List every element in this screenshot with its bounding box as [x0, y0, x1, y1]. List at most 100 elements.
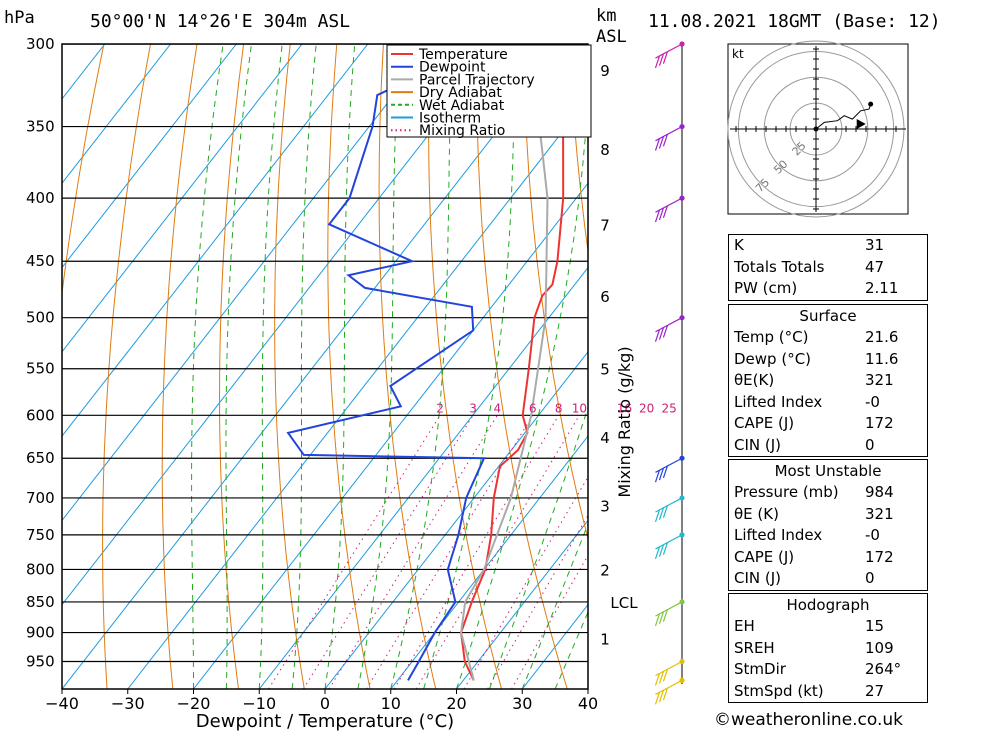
- pressure-tick-label: 300: [26, 35, 55, 53]
- hodograph-table: Hodograph EH 15 SREH 109 StmDir 264° StmSpd…: [728, 593, 928, 703]
- mu-row: Pressure (mb) 984: [734, 483, 894, 501]
- wind-barb-shaft: [655, 457, 683, 473]
- surface-row: CAPE (J) 172: [734, 414, 894, 432]
- wind-barb-shaft: [655, 679, 683, 695]
- legend-entry-label: Wet Adiabat: [419, 98, 505, 114]
- temperature-tick-label: 20: [446, 694, 466, 713]
- wind-barb-dot: [679, 195, 685, 201]
- isotherm-line: [62, 44, 566, 689]
- wet-adiabat-line: [191, 44, 224, 689]
- pressure-tick-label: 500: [26, 309, 55, 327]
- pressure-tick-label: 850: [26, 593, 55, 611]
- legend-entry-label: Isotherm: [419, 111, 481, 127]
- hodo-row: EH 15: [734, 617, 885, 635]
- surface-row: Dewp (°C) 11.6: [734, 349, 899, 368]
- mixing-ratio-value-label: 10: [572, 401, 587, 415]
- hodograph-origin: [813, 126, 819, 132]
- wind-barb-icon: [654, 497, 683, 523]
- height-km-tick-label: 1: [600, 630, 610, 648]
- dry-adiabat-line: [569, 44, 588, 255]
- pressure-tick-label: 600: [26, 406, 55, 424]
- mu-row: CIN (J) 0: [734, 569, 875, 587]
- hodograph-unit-label: kt: [732, 47, 744, 61]
- isotherm-line: [324, 351, 588, 689]
- mu-row: CAPE (J) 172: [734, 547, 894, 566]
- series-temperature-line: [460, 44, 565, 681]
- wind-barb-shaft: [655, 497, 683, 513]
- wind-barb-icon: [654, 679, 683, 705]
- wet-adiabat-line: [456, 91, 588, 689]
- wind-barb-feather: [654, 673, 661, 686]
- hodo-row: SREH 109: [734, 638, 894, 657]
- wind-barb-feather: [654, 692, 661, 705]
- index-row: PW (cm) 2.11: [734, 279, 899, 297]
- location-title: 50°00'N 14°26'E 304m ASL: [90, 11, 351, 32]
- hpa-unit-label: hPa: [4, 8, 35, 28]
- mixing-ratio-line: [511, 554, 588, 689]
- wind-barb-feather: [654, 138, 661, 151]
- height-km-tick-label: 7: [600, 216, 610, 234]
- surface-table: Surface Temp (°C) 21.6 Dewp (°C) 11.6 θE(K…: [728, 304, 928, 457]
- wet-adiabat-line: [521, 522, 588, 689]
- wind-barb-feather: [654, 546, 661, 560]
- dry-adiabat-line: [989, 44, 1000, 689]
- height-km-tick-label: 9: [600, 62, 610, 80]
- isotherm-line: [127, 98, 588, 689]
- height-km-tick-label: 2: [600, 561, 610, 579]
- wind-barb-icon: [654, 457, 683, 483]
- wind-barb-feather: [658, 507, 665, 520]
- wind-barb-icon: [654, 601, 683, 627]
- mixing-ratio-value-label: 3: [469, 401, 477, 415]
- wind-barb-feather: [658, 544, 665, 557]
- wind-barb-icon: [654, 43, 683, 69]
- copyright-link[interactable]: ©weatheronline.co.uk: [714, 710, 904, 730]
- wind-barb-feather: [654, 509, 661, 523]
- legend-entry-label: Dry Adiabat: [419, 85, 502, 101]
- isotherm-line: [62, 44, 369, 437]
- temperature-tick-label: 0: [320, 694, 330, 713]
- height-km-tick-label: 6: [600, 288, 610, 306]
- wind-barb-feather: [662, 669, 669, 682]
- wind-barb-feather: [658, 611, 665, 624]
- wind-barb-icon: [654, 534, 683, 560]
- dry-adiabat-line: [274, 44, 305, 689]
- wind-barb-shaft: [655, 126, 683, 142]
- wet-adiabat-line: [357, 44, 400, 689]
- wind-barb-feather: [654, 329, 661, 342]
- mixing-ratio-value-label: 8: [555, 401, 563, 415]
- dry-adiabat-line: [943, 44, 1000, 689]
- mixing-ratio-value-label: 16: [617, 401, 632, 415]
- temperature-tick-label: −20: [177, 694, 211, 713]
- dry-adiabat-line: [428, 44, 502, 689]
- wind-barb-feather: [662, 205, 669, 219]
- index-row: K 31: [734, 236, 885, 254]
- isotherm-line: [258, 266, 588, 689]
- asl-label: ASL: [596, 27, 627, 47]
- isotherm-line: [62, 44, 171, 185]
- wind-barb-feather: [662, 465, 669, 479]
- dry-adiabat-line: [218, 44, 245, 689]
- mixing-ratio-axis-label: Mixing Ratio (g/kg): [615, 346, 634, 497]
- isotherm-line: [193, 182, 588, 689]
- x-axis-label: Dewpoint / Temperature (°C): [196, 711, 454, 732]
- mixing-ratio-value-label: 2: [436, 401, 444, 415]
- wind-barb-feather: [658, 671, 665, 684]
- wind-barb-feather: [654, 209, 661, 223]
- wind-barb-feather: [662, 505, 669, 518]
- pressure-tick-label: 950: [26, 653, 55, 671]
- wind-barb-icon: [654, 197, 683, 223]
- index-row: Totals Totals 47: [734, 257, 885, 276]
- pressure-tick-label: 650: [26, 449, 55, 467]
- hodo-row: StmSpd (kt) 27: [734, 681, 885, 700]
- storm-motion-marker: [856, 119, 866, 130]
- pressure-tick-label: 900: [26, 624, 55, 642]
- wet-adiabat-line: [225, 44, 252, 689]
- temperature-tick-label: −10: [242, 694, 276, 713]
- wind-barb-shaft: [655, 43, 683, 59]
- isotherm-line: [62, 44, 434, 522]
- hodograph-trace: [815, 104, 872, 130]
- wind-barb-feather: [662, 325, 669, 338]
- wind-barb-feather: [658, 327, 665, 340]
- pressure-tick-label: 400: [26, 189, 55, 207]
- plot-frame: [61, 43, 589, 690]
